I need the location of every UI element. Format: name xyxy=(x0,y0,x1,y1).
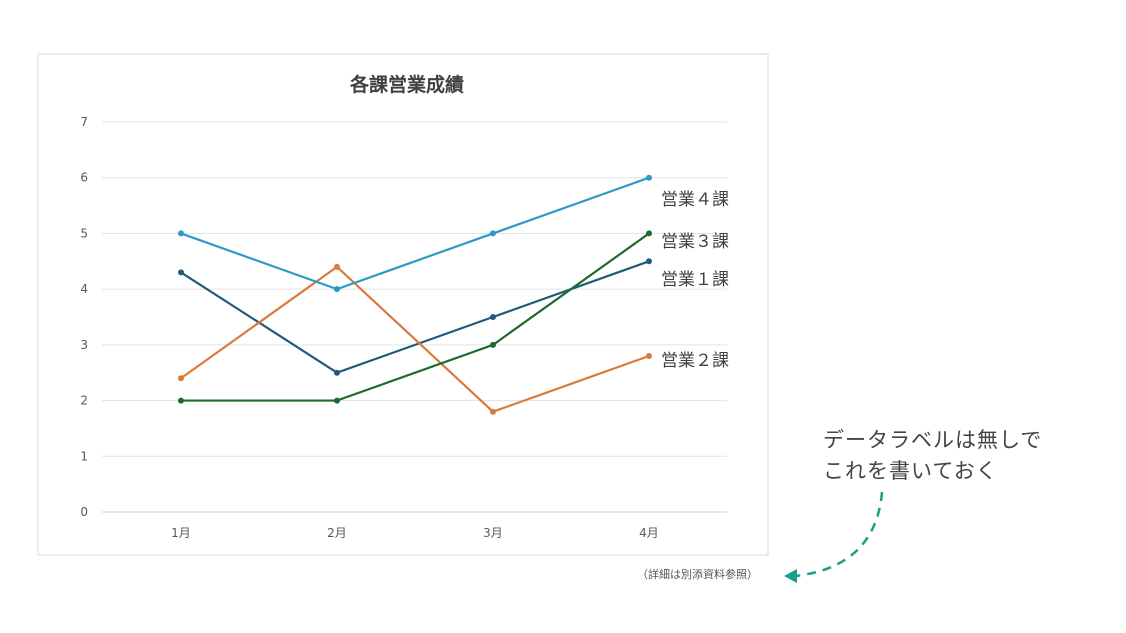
data-point xyxy=(646,258,652,265)
arrowhead-icon xyxy=(784,569,797,583)
y-tick-label: 7 xyxy=(80,115,88,129)
data-point xyxy=(334,397,340,404)
annotation-line: これを書いておく xyxy=(823,459,998,483)
y-tick-label: 6 xyxy=(80,171,88,185)
data-point xyxy=(334,263,340,270)
series-label: 営業４課 xyxy=(661,190,729,210)
series-label: 営業２課 xyxy=(661,351,729,371)
annotation-line: データラベルは無しで xyxy=(823,428,1043,452)
series-line xyxy=(181,232,650,402)
data-point xyxy=(646,230,652,237)
y-tick-label: 1 xyxy=(80,449,88,463)
chart-title: 各課営業成績 xyxy=(349,73,464,96)
data-point xyxy=(646,353,652,359)
x-tick-label: 2月 xyxy=(327,526,347,540)
annotation-arrow xyxy=(794,491,884,578)
y-tick-label: 5 xyxy=(80,226,88,240)
annotation-note: データラベルは無しで これを書いておく xyxy=(823,425,1042,487)
y-tick-label: 4 xyxy=(80,282,88,296)
data-point xyxy=(646,174,652,181)
y-tick-label: 0 xyxy=(80,505,88,519)
data-point xyxy=(490,314,496,320)
data-point xyxy=(178,397,184,404)
series-label: 営業３課 xyxy=(661,232,729,252)
series-line xyxy=(180,265,650,413)
series-label: 営業１課 xyxy=(661,270,729,290)
x-tick-label: 3月 xyxy=(483,526,503,540)
y-tick-label: 3 xyxy=(80,338,88,352)
data-point xyxy=(334,369,340,376)
chart-area xyxy=(37,53,769,556)
y-tick-label: 2 xyxy=(80,394,88,408)
footnote: （詳細は別添資料参照） xyxy=(637,568,758,581)
data-point xyxy=(178,269,184,276)
data-point xyxy=(490,230,496,237)
data-point xyxy=(178,375,184,382)
x-tick-label: 1月 xyxy=(171,526,191,540)
data-point xyxy=(178,230,184,237)
data-point xyxy=(490,341,496,348)
x-tick-label: 4月 xyxy=(639,526,659,540)
series-line xyxy=(180,176,650,291)
data-point xyxy=(490,408,496,415)
data-point xyxy=(334,286,340,293)
